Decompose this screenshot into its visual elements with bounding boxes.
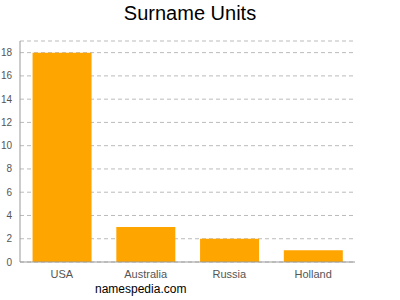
svg-text:10: 10 [8, 140, 12, 151]
svg-text:Russia: Russia [213, 268, 248, 280]
svg-text:USA: USA [51, 268, 74, 280]
html-text:namespedia.com: namespedia.com [95, 282, 187, 296]
svg-text:Holland: Holland [294, 268, 331, 280]
svg-text:6: 6 [8, 187, 12, 198]
svg-text:4: 4 [8, 210, 12, 221]
svg-text:0: 0 [8, 257, 12, 268]
svg-text:14: 14 [8, 94, 12, 105]
svg-text:Australia: Australia [124, 268, 168, 280]
svg-text:18: 18 [8, 47, 12, 58]
html-text:Surname Units: Surname Units [123, 2, 257, 24]
svg-text:2: 2 [8, 233, 12, 244]
svg-text:12: 12 [8, 117, 12, 128]
svg-text:16: 16 [8, 70, 12, 81]
svg-text:8: 8 [8, 163, 12, 174]
